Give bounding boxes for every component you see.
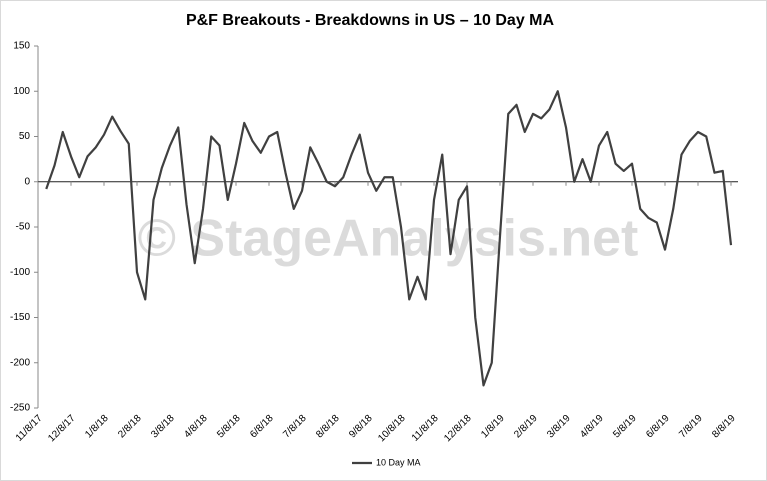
- y-tick-label: 50: [19, 131, 31, 142]
- y-tick-label: -50: [16, 222, 31, 233]
- y-tick-label: 100: [13, 86, 30, 97]
- y-tick-label: 0: [24, 176, 30, 187]
- y-tick-label: 150: [13, 41, 30, 52]
- watermark: © StageAnalysis.net: [138, 210, 639, 268]
- data-line: [45, 90, 733, 387]
- y-tick-label: -100: [10, 267, 30, 278]
- chart-title: P&F Breakouts - Breakdowns in US – 10 Da…: [186, 12, 555, 29]
- legend-label: 10 Day MA: [376, 457, 421, 467]
- y-tick-label: -250: [10, 403, 30, 414]
- y-tick-label: -200: [10, 357, 30, 368]
- y-tick-label: -150: [10, 312, 30, 323]
